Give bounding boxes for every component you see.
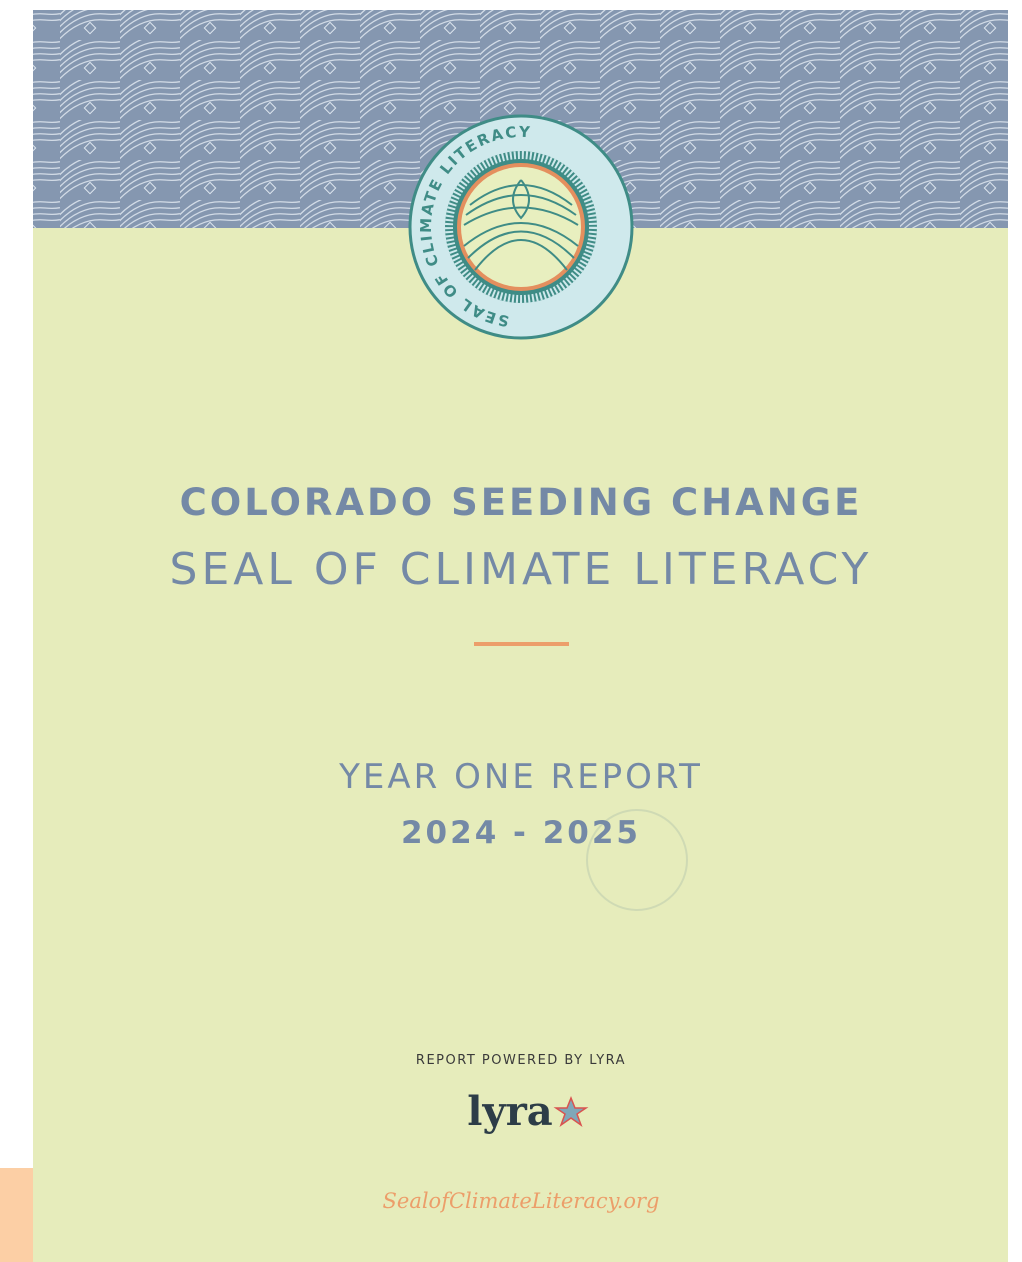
report-years: 2024 - 2025 [401,815,641,851]
side-strip [0,1168,33,1262]
powered-by: REPORT POWERED BY LYRA [416,1053,626,1068]
lyra-logo: lyra [467,1088,552,1135]
title-line1: COLORADO SEEDING CHANGE [180,481,863,524]
website-url: SealofClimateLiteracy.org [383,1189,660,1213]
report-name: YEAR ONE REPORT [338,757,703,797]
title-line2: SEAL OF CLIMATE LITERACY [170,544,873,595]
cover: SEAL OF CLIMATE LITERACY COLORADO SEEDIN… [0,0,1022,1262]
divider [474,642,569,646]
page: {"seal": {"ring_text": "SEAL OF CLIMATE … [0,0,1022,1262]
seal: SEAL OF CLIMATE LITERACY [410,116,632,338]
